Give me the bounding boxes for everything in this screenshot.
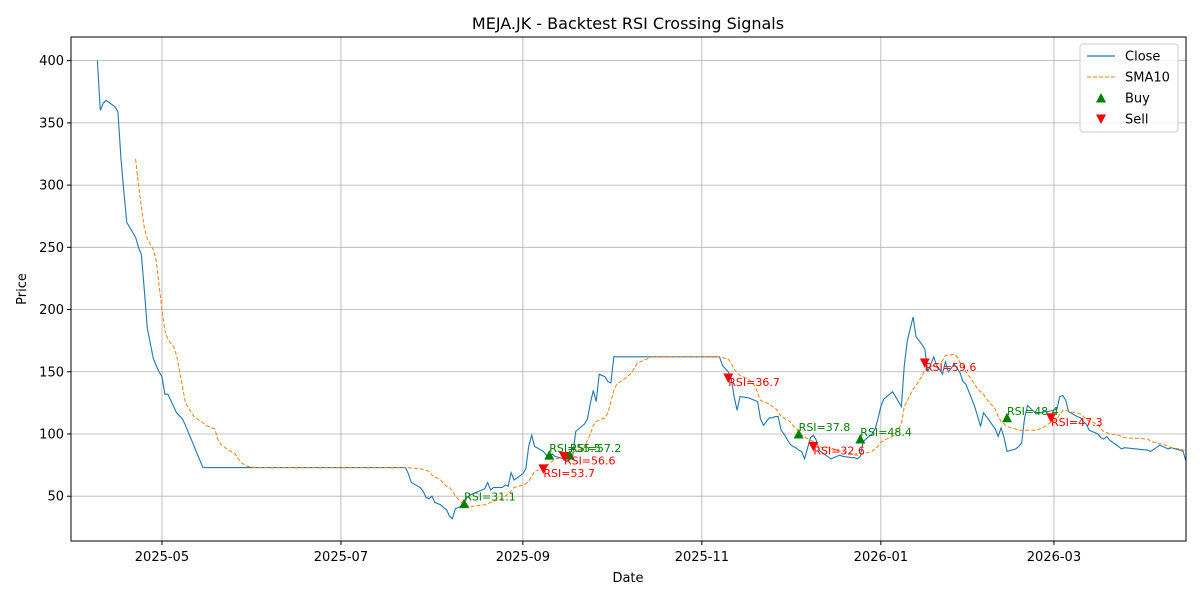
buy-marker [459, 498, 470, 509]
y-tick-label: 300 [39, 179, 64, 194]
y-tick-label: 50 [47, 490, 64, 505]
x-tick-label: 2025-05 [135, 550, 189, 565]
x-axis-label: Date [612, 571, 643, 586]
legend-label: Close [1125, 50, 1160, 65]
buy-marker [855, 433, 866, 444]
sma-line [135, 158, 1186, 508]
buy-annotation: RSI=48.4 [860, 426, 912, 439]
x-tick-label: 2026-01 [854, 550, 908, 565]
y-tick-label: 150 [39, 365, 64, 380]
sell-marker [1046, 413, 1057, 423]
chart-title: MEJA.JK - Backtest RSI Crossing Signals [472, 14, 784, 33]
sell-marker [558, 451, 569, 462]
buy-annotation: RSI=48.4 [1007, 405, 1059, 418]
x-tick-label: 2025-11 [675, 550, 729, 565]
buy-marker [564, 450, 575, 460]
legend-swatch-buy [1096, 93, 1106, 103]
sell-marker [919, 358, 930, 369]
buy-annotation: RSI=37.8 [799, 421, 851, 434]
y-axis-label: Price [15, 273, 30, 305]
grid [71, 37, 1186, 541]
x-tick-label: 2025-07 [314, 550, 368, 565]
sell-annotation: RSI=56.6 [564, 454, 616, 467]
plot-frame [70, 36, 1187, 542]
close-line [96, 60, 1187, 520]
sell-annotation: RSI=47.3 [1051, 416, 1103, 429]
axis-ticks: 2025-05 2025-07 2025-09 2025-11 2026-01 2026-… [39, 54, 1081, 565]
buy-annotation: RSI=31.1 [464, 491, 516, 504]
y-tick-label: 250 [39, 241, 64, 256]
x-tick-label: 2025-09 [496, 550, 550, 565]
buy-marker [1002, 412, 1013, 423]
series-lines [96, 60, 1187, 520]
sell-annotation: RSI=53.7 [543, 467, 595, 480]
sell-marker [538, 464, 549, 474]
x-tick-label: 2026-03 [1027, 550, 1081, 565]
legend-label: SMA10 [1125, 71, 1170, 86]
y-tick-label: 200 [39, 303, 64, 318]
y-tick-label: 350 [39, 116, 64, 131]
sell-marker [723, 373, 734, 383]
legend: Close SMA10 Buy Sell [1079, 43, 1179, 133]
y-tick-label: 100 [39, 427, 64, 442]
buy-annotation: RSI=57.2 [570, 442, 622, 455]
buy-marker [544, 450, 555, 460]
sell-annotation: RSI=32.6 [813, 444, 865, 457]
y-tick-label: 400 [39, 54, 64, 69]
sell-annotation: RSI=59.6 [925, 361, 977, 374]
legend-label: Buy [1125, 92, 1150, 107]
legend-box [1079, 43, 1179, 133]
legend-label: Sell [1125, 113, 1148, 128]
buy-marker [793, 428, 804, 439]
sell-marker [808, 441, 819, 452]
sell-annotation: RSI=36.7 [728, 376, 780, 389]
legend-swatch-sell [1096, 114, 1106, 124]
